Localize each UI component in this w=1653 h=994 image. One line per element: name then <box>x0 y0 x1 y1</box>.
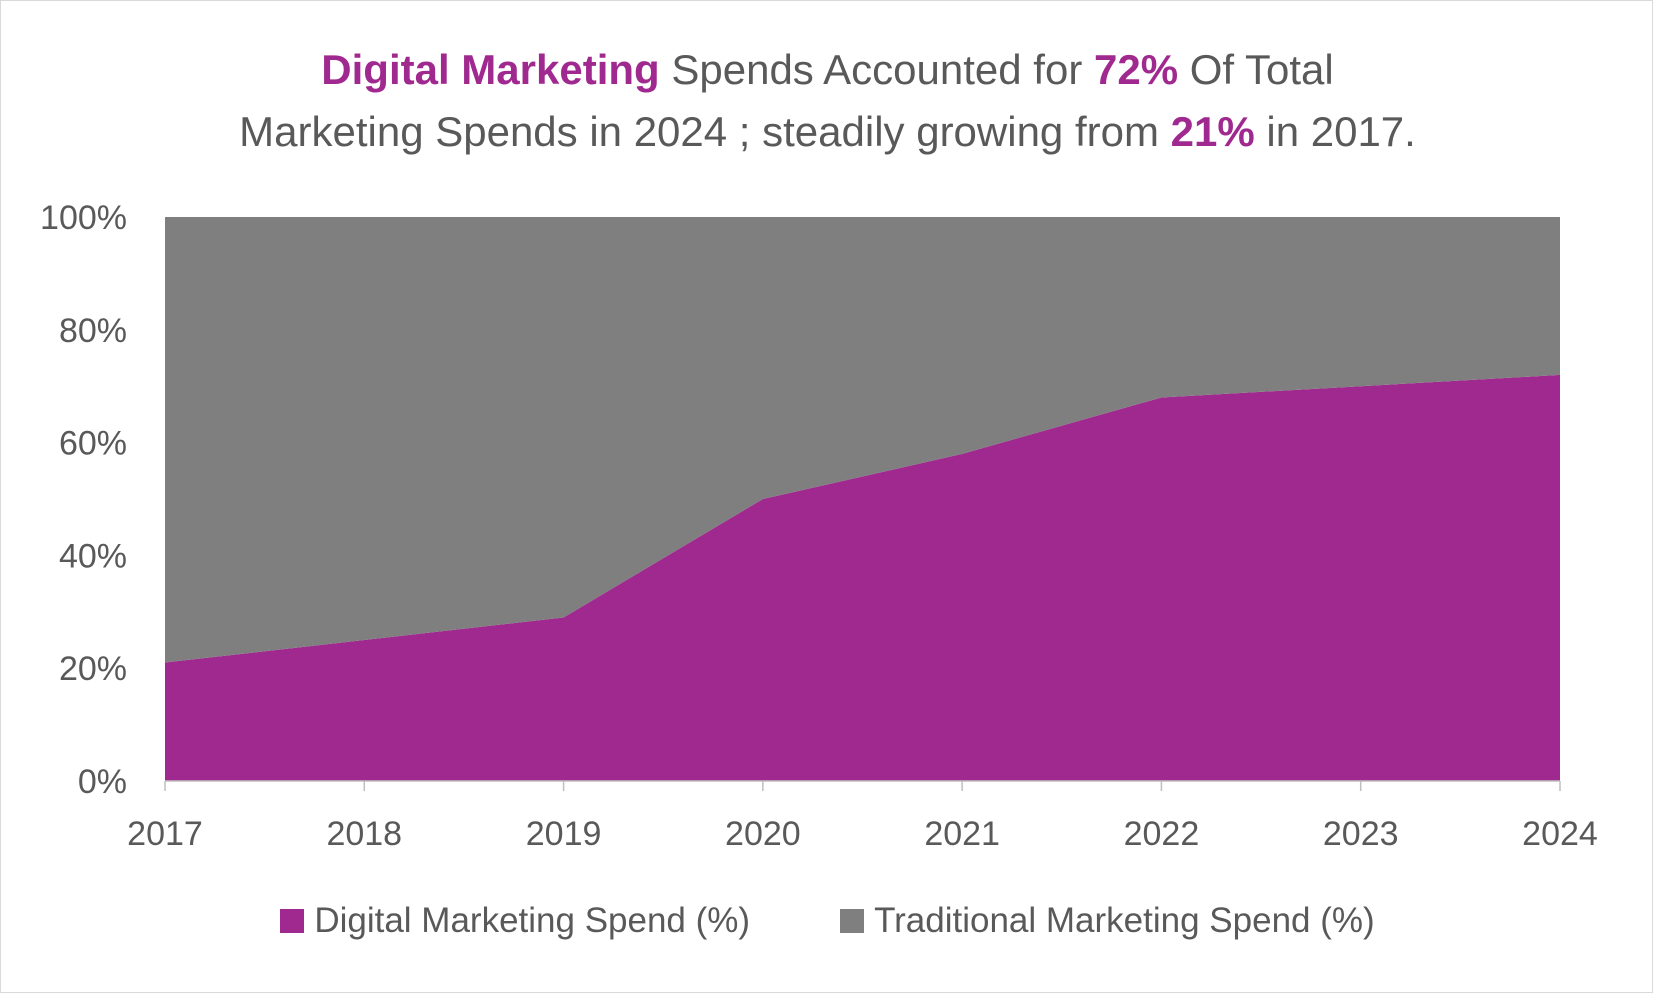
y-tick-label: 0% <box>78 763 127 801</box>
title-segment: 72% <box>1093 46 1179 93</box>
area-series-traditional <box>165 217 1560 663</box>
title-segment: in 2017. <box>1254 108 1416 155</box>
x-tick-label: 2022 <box>1124 815 1200 853</box>
y-tick-label: 40% <box>59 537 127 575</box>
y-tick-label: 80% <box>59 312 127 350</box>
axes-group: 0% 20% 40% 60% 80% 100% 2017 2018 2019 2020 2021 20… <box>40 199 1598 853</box>
chart-title-line1: Digital Marketing Spends Accounted for 7… <box>1 39 1653 101</box>
x-tick-label: 2017 <box>127 815 203 853</box>
title-segment: 21% <box>1170 108 1255 155</box>
x-tick-label: 2024 <box>1522 815 1598 853</box>
legend: Digital Marketing Spend (%) Traditional M… <box>1 901 1653 941</box>
x-tick-label: 2019 <box>526 815 602 853</box>
chart-title: Digital Marketing Spends Accounted for 7… <box>1 39 1653 163</box>
y-tick-label: 60% <box>59 425 127 463</box>
y-tick-label: 20% <box>59 650 127 688</box>
y-tick-label: 100% <box>40 199 127 237</box>
legend-swatch <box>280 909 305 933</box>
x-tick-label: 2023 <box>1323 815 1399 853</box>
x-tick-label: 2020 <box>725 815 801 853</box>
legend-swatch <box>840 909 865 933</box>
title-segment: Of Total <box>1178 46 1334 93</box>
title-segment: Marketing Spends in 2024 ; steadily grow… <box>239 108 1171 155</box>
x-tick-label: 2018 <box>326 815 402 853</box>
title-segment: Digital Marketing <box>321 46 660 93</box>
x-tick-label: 2021 <box>924 815 1000 853</box>
legend-label: Traditional Marketing Spend (%) <box>874 901 1375 940</box>
chart-title-line2: Marketing Spends in 2024 ; steadily grow… <box>1 101 1653 163</box>
title-segment: Spends Accounted for <box>659 46 1094 93</box>
legend-item-traditional: Traditional Marketing Spend (%) <box>840 901 1375 941</box>
area-series-digital <box>165 374 1560 781</box>
legend-label: Digital Marketing Spend (%) <box>314 901 751 940</box>
legend-item-digital: Digital Marketing Spend (%) <box>280 901 750 941</box>
area-series-group <box>165 217 1560 781</box>
